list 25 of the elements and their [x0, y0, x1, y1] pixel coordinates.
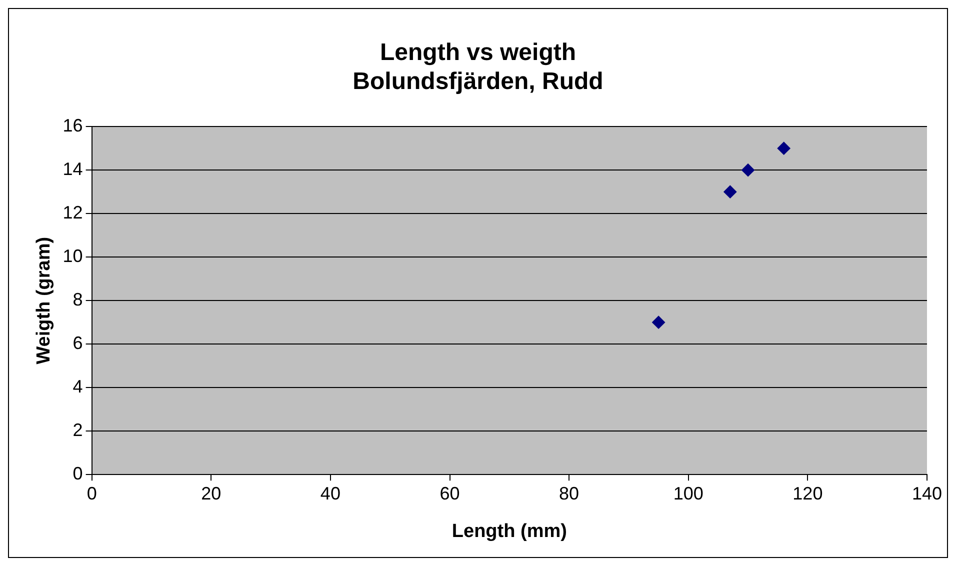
x-tick-label: 20 [201, 483, 222, 504]
y-tick-label: 4 [72, 376, 83, 397]
x-tick-label: 0 [86, 483, 97, 504]
y-axis-title: Weigth (gram) [34, 236, 55, 364]
y-tick-label: 6 [72, 333, 83, 354]
y-tick-label: 0 [72, 464, 83, 484]
x-tick-label: 60 [440, 483, 460, 504]
y-tick-label: 8 [72, 290, 83, 310]
x-tick-label: 120 [792, 483, 823, 504]
point [652, 316, 666, 329]
text: Length vs weigth [380, 39, 576, 66]
point [724, 185, 737, 198]
x-tick-label: 100 [673, 483, 704, 504]
y-tick-label: 12 [62, 202, 83, 223]
point [742, 164, 755, 177]
point [777, 142, 790, 155]
y-tick-label: 10 [62, 246, 83, 266]
x-tick-label: 40 [320, 483, 340, 504]
text: Bolundsfjärden, Rudd [352, 68, 604, 95]
x-tick-label: 140 [912, 483, 942, 504]
x-tick-label: 80 [559, 483, 580, 504]
y-tick-label: 14 [62, 159, 83, 180]
y-tick-label: 16 [62, 116, 83, 136]
y-tick-label: 2 [72, 420, 83, 440]
x-axis-title: Length (mm) [452, 520, 567, 542]
